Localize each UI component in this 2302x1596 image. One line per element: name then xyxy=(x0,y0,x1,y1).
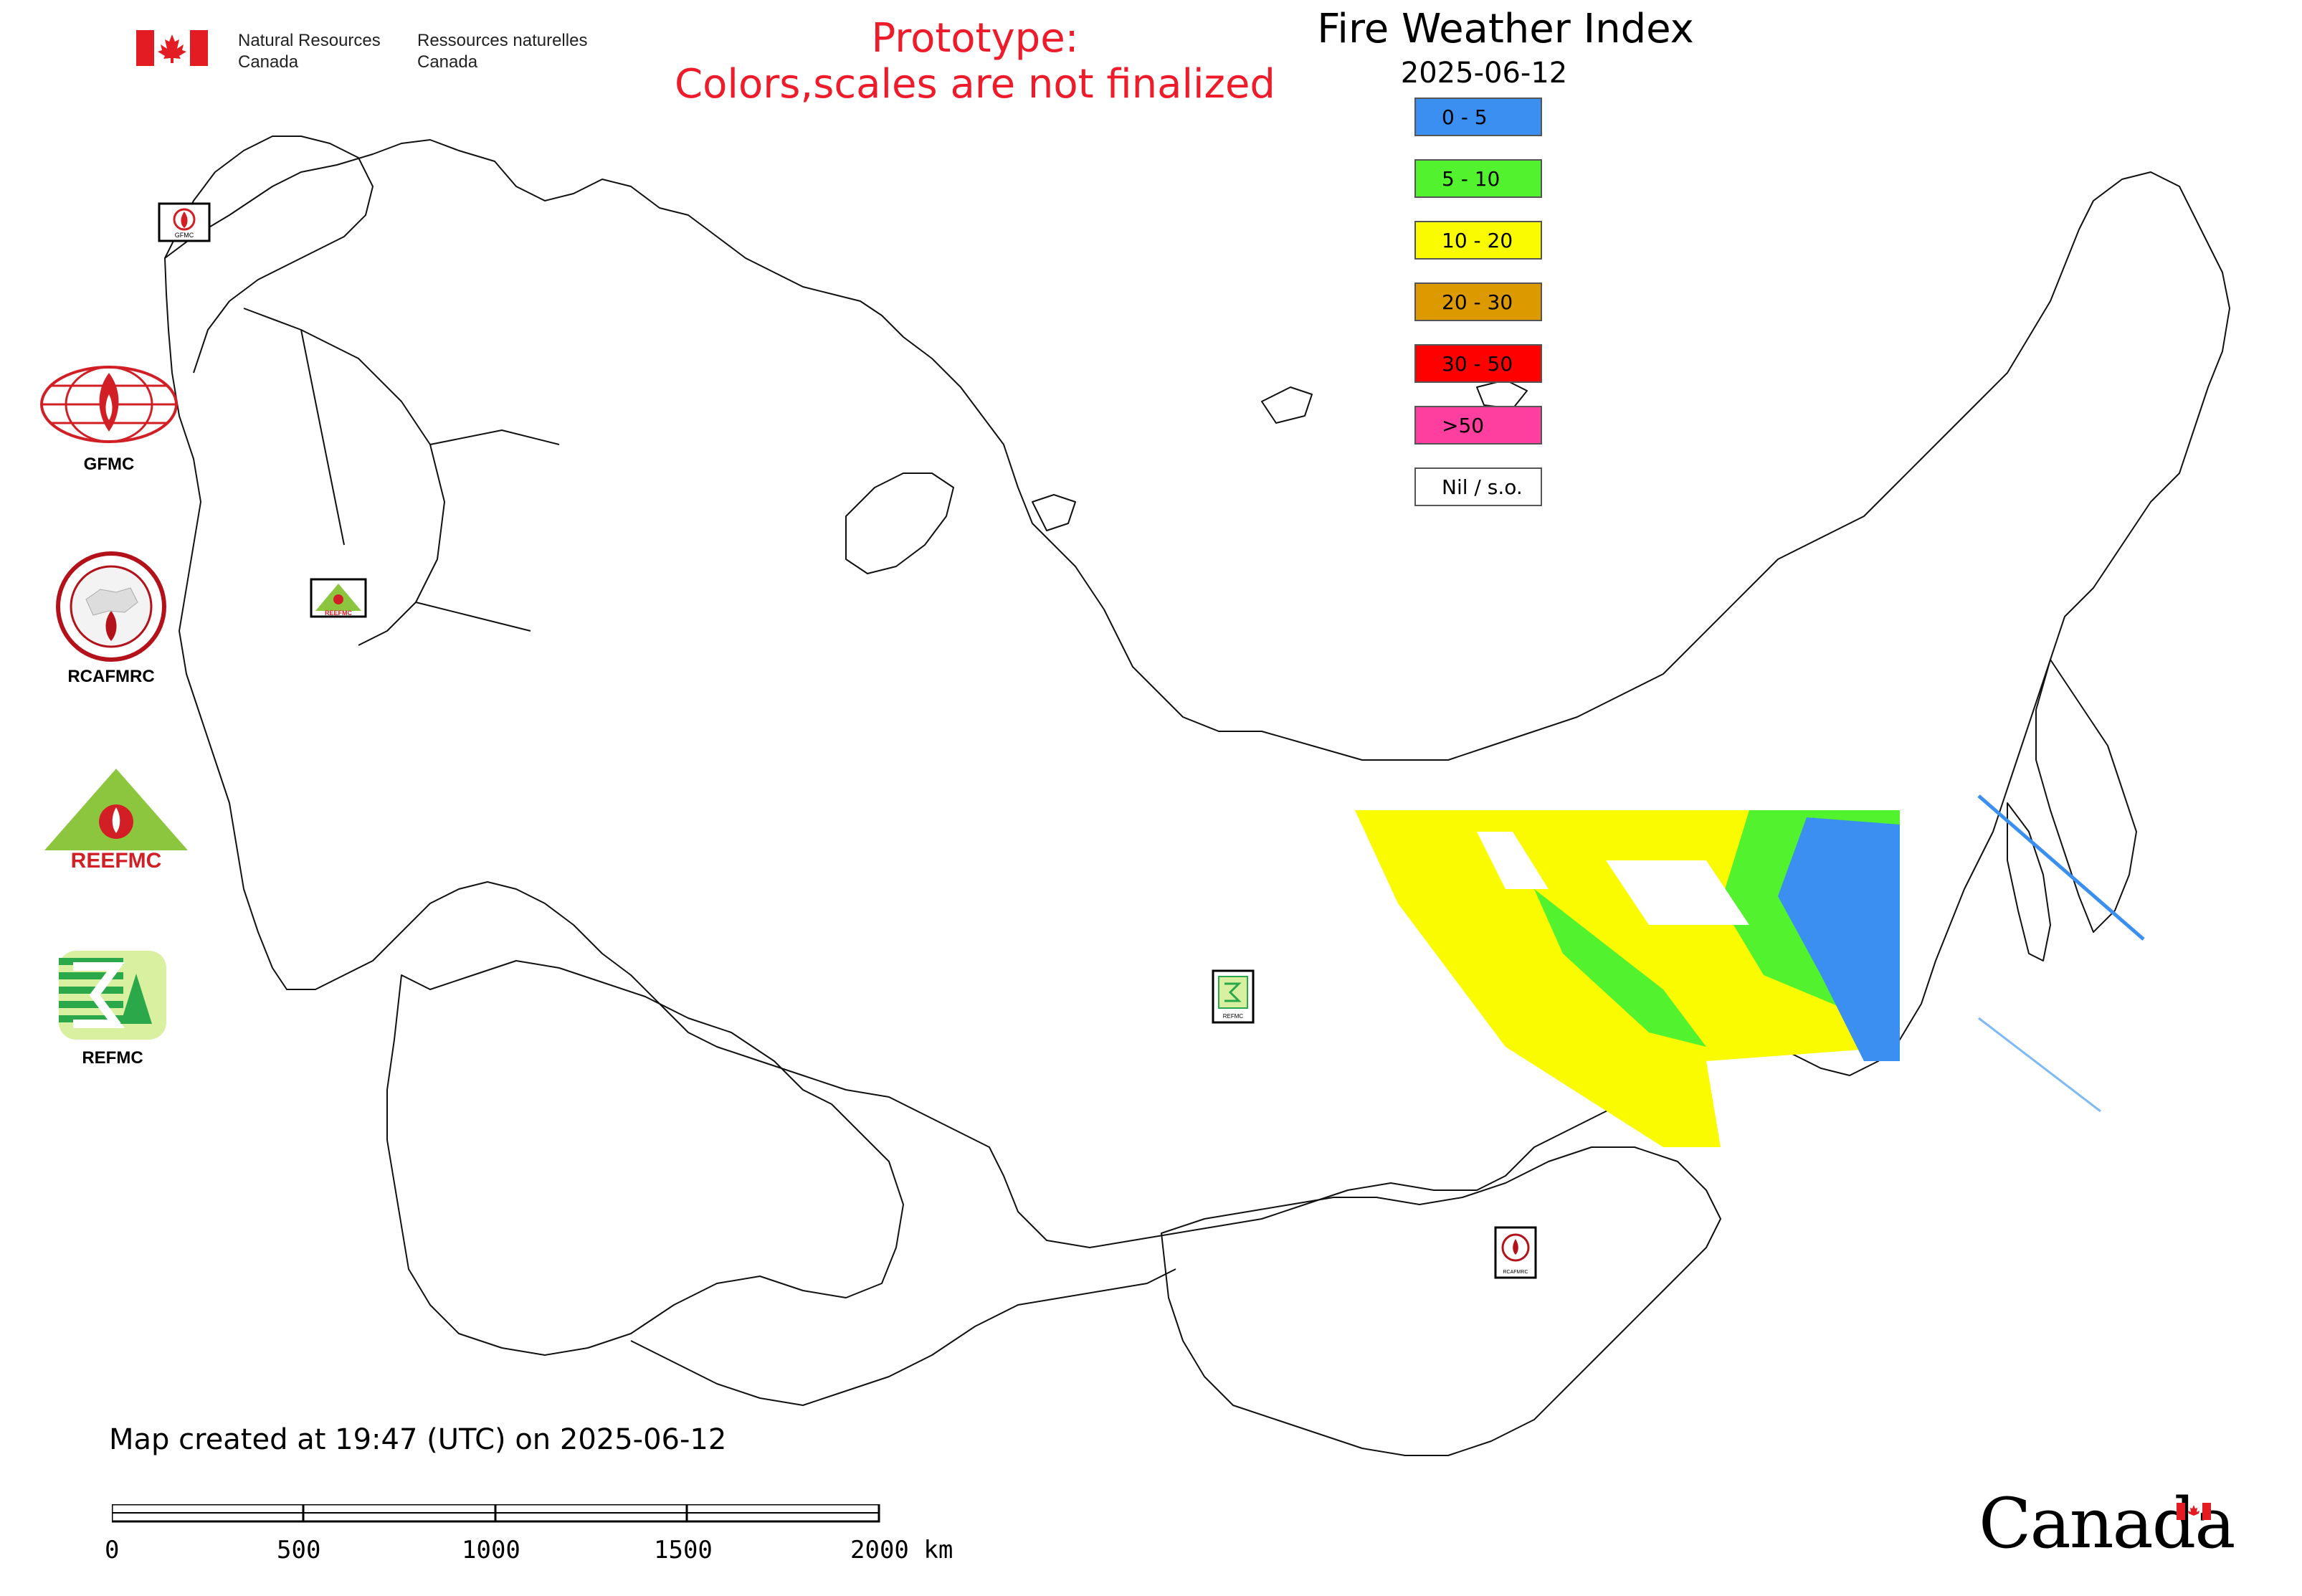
scale-tick-label: 0 xyxy=(105,1536,120,1564)
arctic-island-outline xyxy=(1261,386,1313,424)
fennoscandia-outline xyxy=(164,136,374,374)
legend-label: 0 - 5 xyxy=(1442,105,1488,129)
map-marker-refmc[interactable]: REFMC xyxy=(1212,969,1255,1024)
central-asia-outline xyxy=(630,1268,1176,1406)
scale-tick-label: 1000 xyxy=(462,1536,520,1564)
department-line: Canada xyxy=(417,52,478,72)
department-name-fr: Ressources naturelles Canada xyxy=(417,30,587,73)
map-marker-label: RCAFMRC xyxy=(1503,1270,1528,1275)
scale-bar-graphic xyxy=(112,1504,880,1523)
map-marker-reefmc[interactable]: REEFMC xyxy=(310,578,367,618)
legend-label: 30 - 50 xyxy=(1442,352,1513,376)
scale-tick-label: 500 xyxy=(277,1536,321,1564)
sakhalin-outline xyxy=(2007,802,2051,961)
legend-item: 10 - 20 xyxy=(1414,221,1542,260)
legend-label: 20 - 30 xyxy=(1442,290,1513,314)
scale-tick-label: 2000 km xyxy=(850,1536,953,1564)
canada-wordmark: Canada xyxy=(1979,1483,2235,1564)
fwi-data-swath xyxy=(1355,794,2145,1147)
agency-refmc: REFMC xyxy=(52,945,173,1068)
map-date: 2025-06-12 xyxy=(1400,57,1568,90)
department-name-en: Natural Resources Canada xyxy=(238,30,381,73)
legend-label: 5 - 10 xyxy=(1442,167,1500,191)
department-line: Ressources naturelles xyxy=(417,31,588,50)
agency-name: GFMC xyxy=(83,455,135,474)
legend-item: 5 - 10 xyxy=(1414,159,1542,198)
department-line: Natural Resources xyxy=(238,31,381,50)
department-line: Canada xyxy=(238,52,299,72)
government-signature: Natural Resources Canada Ressources natu… xyxy=(136,30,609,73)
legend-label: >50 xyxy=(1442,414,1485,437)
reefmc-logo-icon: REEFMC xyxy=(44,769,188,873)
prototype-note: Prototype: Colors,scales are not finaliz… xyxy=(660,16,1290,108)
scale-tick-label: 1500 xyxy=(654,1536,713,1564)
agency-name: RCAFMRC xyxy=(67,667,155,686)
kazakhstan-outline xyxy=(386,960,904,1356)
legend-label: 10 - 20 xyxy=(1442,229,1513,252)
map-marker-label: GFMC xyxy=(175,232,194,239)
refmc-logo-icon xyxy=(59,951,166,1040)
map-marker-gfmc[interactable]: GFMC xyxy=(158,202,211,242)
internal-borders xyxy=(243,308,560,646)
gfmc-logo-icon xyxy=(40,366,178,443)
legend-item: 0 - 5 xyxy=(1414,98,1542,136)
wordmark-flag-icon xyxy=(2177,1503,2211,1520)
agency-rcafmrc: RCAFMRC xyxy=(50,549,172,687)
reefmc-wordmark: REEFMC xyxy=(71,849,162,872)
novaya-zemlya-outline xyxy=(845,472,954,574)
scale-bar: 0 500 1000 1500 2000 km xyxy=(100,1498,975,1570)
canada-flag-icon xyxy=(136,30,208,66)
prototype-note-line: Prototype: xyxy=(871,15,1079,62)
map-created-note: Map created at 19:47 (UTC) on 2025-06-12 xyxy=(109,1423,727,1456)
country-outlines xyxy=(164,136,2230,1456)
legend: 0 - 5 5 - 10 10 - 20 20 - 30 30 - 50 >50 Nil /… xyxy=(1414,98,1544,513)
mongolia-outline xyxy=(1161,1146,1721,1456)
russia-outline xyxy=(164,139,2230,1248)
map-marker-label: REFMC xyxy=(1223,1013,1244,1020)
legend-item: 20 - 30 xyxy=(1414,282,1542,321)
prototype-note-line: Colors,scales are not finalized xyxy=(675,61,1275,108)
agency-gfmc: GFMC xyxy=(37,358,181,475)
map-marker-rcafmrc[interactable]: RCAFMRC xyxy=(1494,1226,1537,1279)
arctic-island-outline xyxy=(1032,494,1076,531)
kamchatka-outline xyxy=(2035,659,2137,933)
agency-reefmc: REEFMC xyxy=(37,764,195,875)
legend-label: Nil / s.o. xyxy=(1442,475,1523,499)
map-marker-label: REEFMC xyxy=(325,609,353,617)
legend-item: 30 - 50 xyxy=(1414,344,1542,383)
legend-item: >50 xyxy=(1414,406,1542,445)
map-title: Fire Weather Index xyxy=(1317,6,1694,52)
rcafmrc-logo-icon xyxy=(56,551,166,662)
legend-item: Nil / s.o. xyxy=(1414,467,1542,506)
agency-name: REFMC xyxy=(82,1048,143,1068)
